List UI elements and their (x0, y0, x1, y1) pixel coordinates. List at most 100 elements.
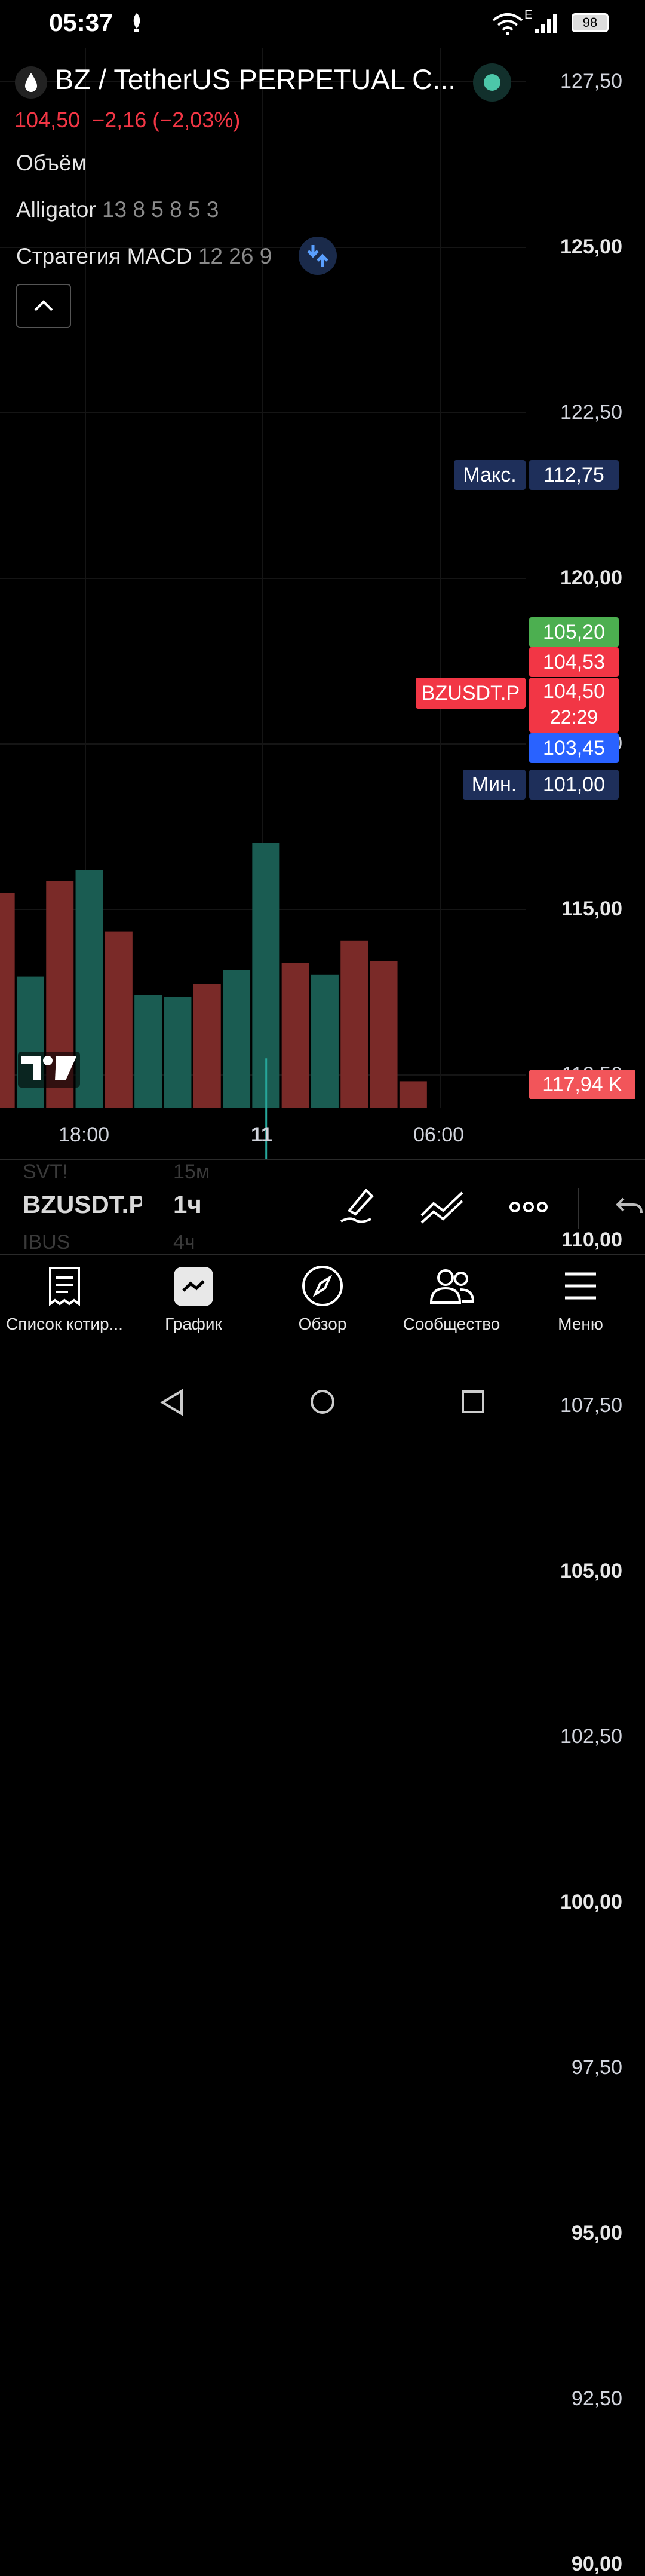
indicator-params: 13 8 5 8 5 3 (102, 197, 219, 222)
volume-bar (105, 931, 133, 1108)
price-axis-label: 115,00 (561, 898, 622, 920)
price-axis-label: 102,50 (560, 1725, 622, 1748)
price-axis-label: 97,50 (571, 2056, 622, 2079)
undo-icon[interactable] (615, 1193, 645, 1221)
more-icon[interactable] (509, 1199, 548, 1215)
price-change-line: 104,50 −2,16 (−2,03%) (14, 108, 240, 133)
last-price-value: 104,50 (543, 680, 605, 703)
status-bar: 05:37 E 98 (0, 0, 645, 48)
nav-label: Обзор (298, 1315, 347, 1333)
time-axis-label: 06:00 (413, 1123, 465, 1146)
tradingview-logo (18, 1052, 80, 1088)
price-change: −2,16 (92, 108, 147, 132)
symbol-title[interactable]: BZ / TetherUS PERPETUAL C... (55, 63, 456, 95)
price-axis-label: 120,00 (560, 566, 622, 589)
compass-icon (302, 1266, 343, 1306)
volume-bar (164, 997, 192, 1108)
time-axis-label: 18:00 (59, 1123, 110, 1146)
max-value-tag: 112,75 (529, 460, 619, 490)
price-change-pct: (−2,03%) (152, 108, 241, 132)
notification-icon (133, 13, 140, 32)
drawing-tools-icon[interactable] (419, 1189, 465, 1225)
price-axis-label: 90,00 (571, 2553, 622, 2575)
price-axis-label: 100,00 (560, 1891, 622, 1913)
alligator-lips-tag: 105,20 (529, 617, 619, 647)
nav-label: Список котир... (6, 1315, 123, 1333)
bar-countdown: 22:29 (549, 706, 598, 728)
signal-icon (535, 14, 557, 33)
collapse-legend-button[interactable] (16, 284, 71, 328)
nav-menu[interactable]: Меню (516, 1255, 645, 1362)
min-value-tag: 101,00 (529, 770, 619, 800)
indicator-params: 12 26 9 (198, 244, 272, 268)
indicator-name: Alligator (16, 197, 96, 222)
indicator-volume[interactable]: Объём (16, 151, 87, 176)
price-axis-label: 92,50 (571, 2387, 622, 2410)
symbol-picker-next[interactable]: IBUS (23, 1231, 70, 1254)
interval-picker-prev[interactable]: 15м (173, 1160, 210, 1183)
last-price: 104,50 (14, 108, 81, 132)
volume-bar (281, 963, 309, 1108)
indicator-name: Объём (16, 151, 87, 175)
interval-picker-next[interactable]: 4ч (173, 1231, 195, 1254)
volume-bar (75, 870, 103, 1108)
nav-chart[interactable]: График (129, 1255, 258, 1362)
volume-bar (340, 940, 368, 1108)
indicator-alligator[interactable]: Alligator 13 8 5 8 5 3 (16, 197, 219, 222)
price-axis-label: 105,00 (560, 1560, 622, 1582)
volume-value-tag: 117,94 K (529, 1070, 635, 1099)
hamburger-menu-icon (565, 1272, 596, 1300)
price-axis-label: 127,50 (560, 70, 622, 93)
price-axis-label: 95,00 (571, 2222, 622, 2244)
indicator-macd-strategy[interactable]: Стратегия MACD 12 26 9 (16, 244, 272, 269)
price-axis-label: 125,00 (560, 235, 622, 258)
volume-bar (193, 984, 221, 1108)
strategy-arrows-icon[interactable] (299, 237, 337, 275)
chart-icon (174, 1267, 213, 1306)
nav-overview[interactable]: Обзор (258, 1255, 387, 1362)
interval-picker[interactable]: 1ч (173, 1190, 202, 1218)
battery-level: 98 (582, 15, 598, 30)
status-time: 05:37 (49, 8, 113, 36)
alligator-jaw-tag: 103,45 (529, 733, 619, 763)
home-icon[interactable] (309, 1389, 336, 1415)
brush-icon[interactable] (337, 1184, 379, 1226)
wifi-icon (492, 13, 523, 35)
chart-toolbar: SVT! BZUSDT.P IBUS 15м 1ч 4ч (0, 1159, 645, 1255)
nav-label: Меню (558, 1315, 603, 1333)
volume-bar (223, 970, 251, 1108)
back-icon[interactable] (159, 1389, 185, 1416)
nav-label: График (165, 1315, 222, 1333)
nav-label: Сообщество (403, 1315, 500, 1333)
battery-icon: 98 (572, 13, 609, 32)
indicator-name: Стратегия MACD (16, 244, 192, 268)
watchlist-icon (49, 1267, 80, 1306)
min-label-tag: Мин. (463, 770, 526, 800)
network-type: E (524, 8, 533, 22)
recents-icon[interactable] (461, 1390, 485, 1414)
symbol-picker[interactable]: BZUSDT.P (23, 1190, 142, 1218)
chevron-up-icon (34, 300, 53, 311)
volume-bar (311, 974, 339, 1108)
nav-community[interactable]: Сообщество (387, 1255, 516, 1362)
system-navigation-bar (0, 1368, 645, 1434)
price-axis-label: 110,00 (561, 1229, 622, 1251)
volume-bar (16, 976, 44, 1108)
nav-watchlist[interactable]: Список котир... (0, 1255, 129, 1362)
volume-bar (134, 995, 162, 1108)
volume-bar (399, 1081, 427, 1108)
price-axis-label: 122,50 (560, 401, 622, 424)
community-icon (429, 1269, 475, 1304)
symbol-picker-prev[interactable]: SVT! (23, 1160, 68, 1183)
market-status-indicator[interactable] (473, 63, 511, 102)
brent-oil-icon (15, 66, 47, 99)
volume-bar (0, 893, 15, 1108)
symbol-price-tag: BZUSDT.P (416, 678, 526, 709)
price-chart[interactable] (0, 0, 645, 1159)
bottom-navigation: Список котир... График Обзор Сообщество … (0, 1255, 645, 1368)
volume-bar (370, 961, 398, 1108)
max-label-tag: Макс. (454, 460, 526, 490)
last-price-tag: 104,50 22:29 (529, 678, 619, 733)
price-axis-label: 107,50 (560, 1394, 622, 1417)
time-axis-label: 11 (251, 1123, 272, 1146)
